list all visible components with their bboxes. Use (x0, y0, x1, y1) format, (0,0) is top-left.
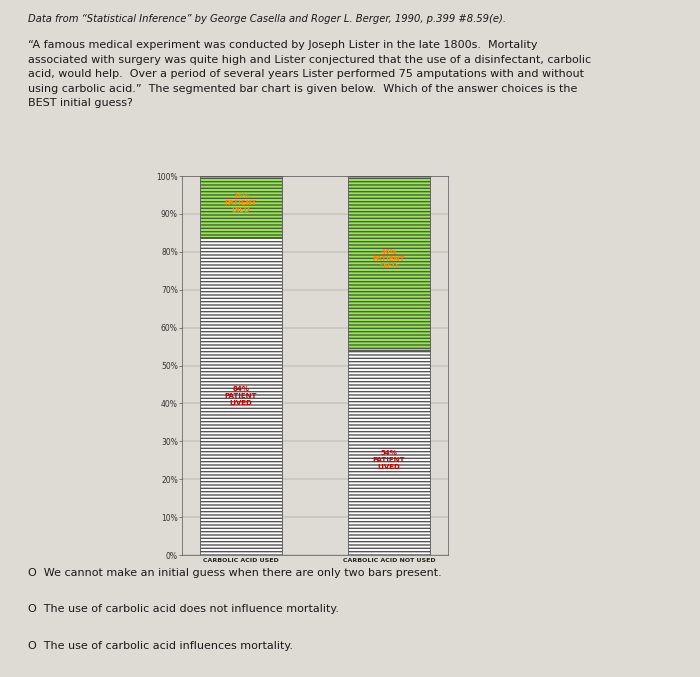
Text: O  The use of carbolic acid does not influence mortality.: O The use of carbolic acid does not infl… (28, 605, 339, 615)
Text: O  We cannot make an initial guess when there are only two bars present.: O We cannot make an initial guess when t… (28, 567, 442, 577)
Text: “A famous medical experiment was conducted by Joseph Lister in the late 1800s.  : “A famous medical experiment was conduct… (28, 41, 591, 108)
Text: O  The use of carbolic acid influences mortality.: O The use of carbolic acid influences mo… (28, 641, 293, 651)
Text: 54%
PATIENT
LIVED: 54% PATIENT LIVED (372, 450, 405, 471)
Bar (199, 237, 283, 555)
Text: 84%
PATIENT
LIVED: 84% PATIENT LIVED (225, 386, 258, 406)
Text: 16%
PATIENT
DIED: 16% PATIENT DIED (225, 192, 258, 213)
Text: Data from “Statistical Inference” by George Casella and Roger L. Berger, 1990, p: Data from “Statistical Inference” by Geo… (28, 14, 506, 24)
Bar (347, 176, 430, 351)
Text: 46%
PATIENT
DIED: 46% PATIENT DIED (372, 249, 405, 269)
Bar (199, 176, 283, 237)
Bar (347, 351, 430, 555)
